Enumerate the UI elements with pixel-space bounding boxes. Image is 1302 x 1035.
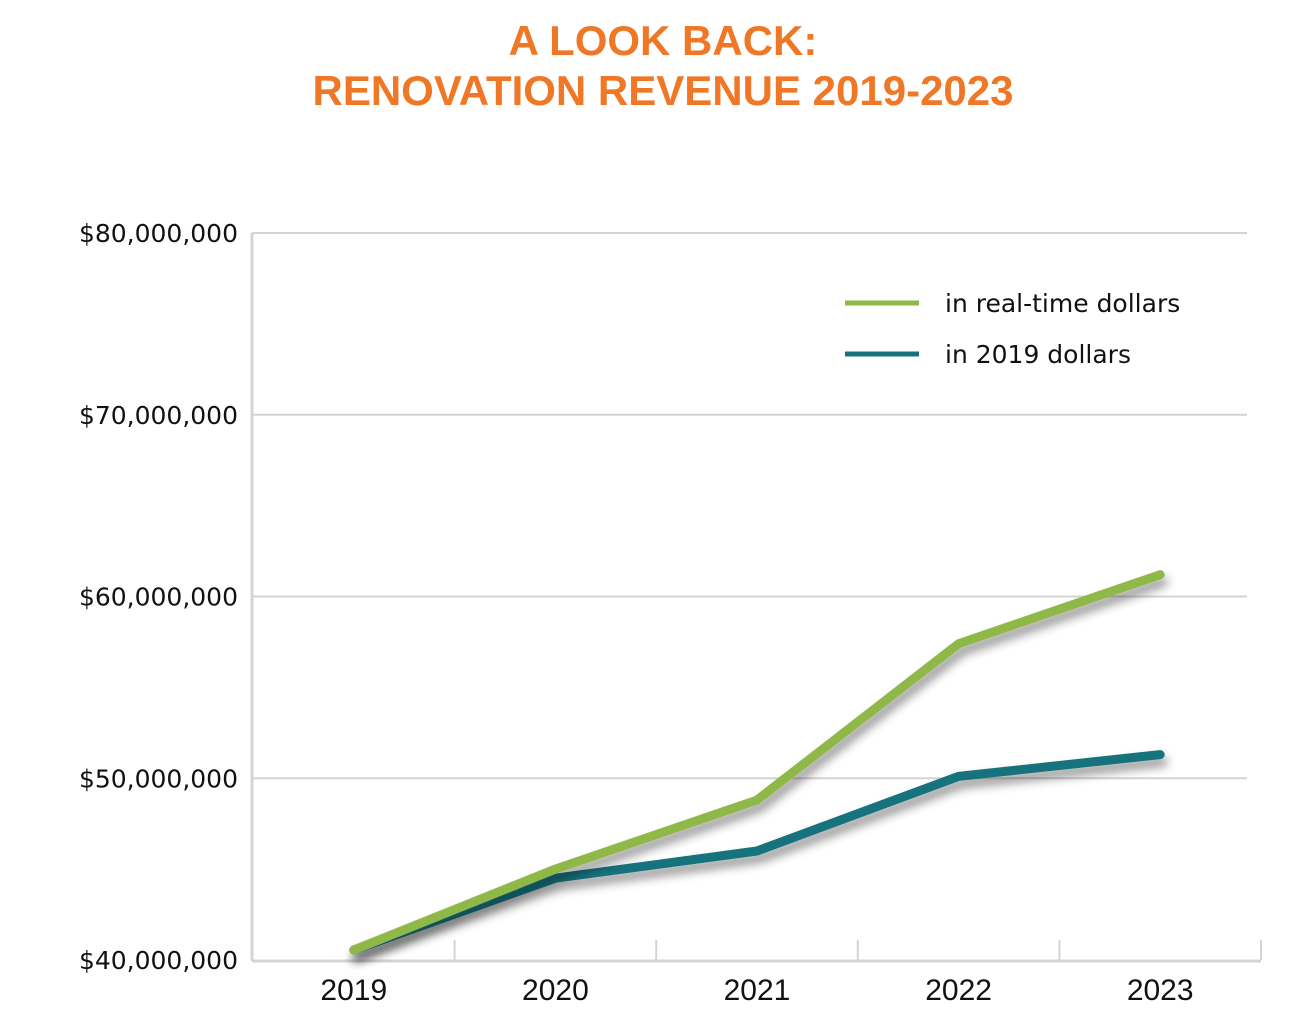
x-tick-label: 2022	[925, 974, 992, 1007]
x-tick-label: 2020	[522, 974, 589, 1007]
y-tick-label: $60,000,000	[79, 583, 238, 612]
legend-label: in real-time dollars	[945, 289, 1180, 318]
series-line-2019-dollars	[349, 750, 1165, 955]
y-tick-label: $70,000,000	[79, 401, 238, 430]
x-tick-label: 2019	[320, 974, 387, 1007]
legend-label: in 2019 dollars	[945, 340, 1131, 369]
legend: in real-time dollars in 2019 dollars	[845, 289, 1180, 369]
y-tick-label: $40,000,000	[79, 946, 238, 975]
y-axis-labels: $40,000,000 $50,000,000 $60,000,000 $70,000…	[79, 219, 238, 975]
grid-lines	[252, 232, 1247, 780]
axes	[250, 233, 1262, 963]
x-tick-label: 2023	[1127, 974, 1194, 1007]
chart-title-line-1: A LOOK BACK:	[508, 17, 818, 64]
y-tick-label: $50,000,000	[79, 764, 238, 793]
x-axis-labels: 2019 2020 2021 2022 2023	[320, 974, 1193, 1007]
series-line-real-time-dollars	[349, 570, 1165, 955]
chart-title: A LOOK BACK: RENOVATION REVENUE 2019-202…	[0, 16, 1302, 116]
series-lines	[349, 570, 1165, 955]
chart-title-line-2: RENOVATION REVENUE 2019-2023	[312, 67, 1014, 114]
y-tick-label: $80,000,000	[79, 219, 238, 248]
x-tick-label: 2021	[724, 974, 791, 1007]
